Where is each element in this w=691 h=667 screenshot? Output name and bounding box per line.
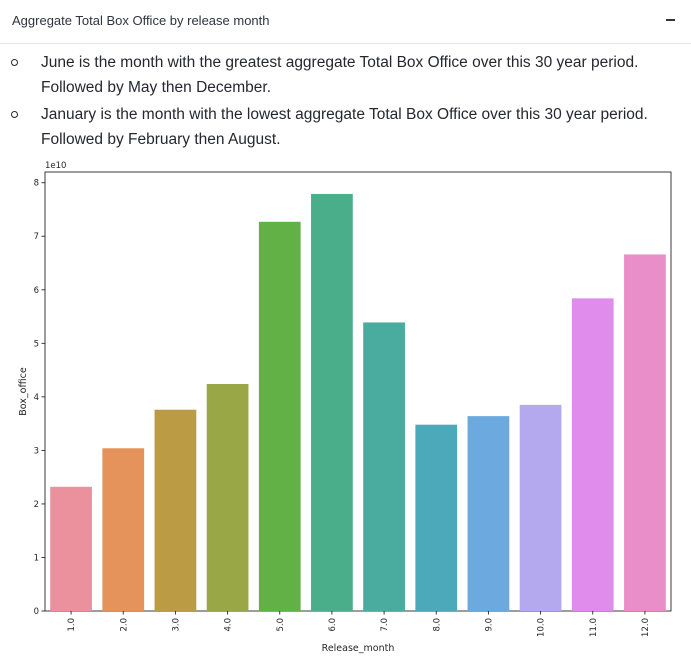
x-tick-label: 6.0 <box>328 618 338 632</box>
bar <box>519 404 562 611</box>
bar <box>102 448 145 611</box>
minus-icon[interactable] <box>661 11 679 29</box>
y-tick-label: 3 <box>34 446 39 456</box>
bar <box>415 424 458 611</box>
list-item-text: June is the month with the greatest aggr… <box>41 54 639 96</box>
y-tick-label: 8 <box>34 179 39 189</box>
x-tick-label: 1.0 <box>67 618 77 632</box>
y-offset-label: 1e10 <box>45 161 66 171</box>
y-tick-label: 1 <box>34 553 39 563</box>
y-tick-label: 5 <box>34 339 39 349</box>
x-tick-label: 2.0 <box>119 618 129 632</box>
x-tick-label: 11.0 <box>589 618 599 637</box>
x-axis-label: Release_month <box>322 643 395 654</box>
bar <box>624 254 666 611</box>
bullet-circle-icon <box>11 111 18 118</box>
y-axis-label: Box_office <box>18 367 29 416</box>
x-tick-label: 7.0 <box>380 618 390 632</box>
bar <box>206 384 249 611</box>
x-tick-label: 4.0 <box>224 618 234 632</box>
y-tick-label: 0 <box>34 607 39 617</box>
bar <box>311 193 353 611</box>
x-tick-label: 9.0 <box>484 618 494 632</box>
y-tick-label: 4 <box>34 393 39 403</box>
x-tick-label: 12.0 <box>641 618 651 637</box>
bar <box>363 322 405 611</box>
y-tick-label: 2 <box>34 500 39 510</box>
bar <box>154 409 197 611</box>
plot-frame <box>44 171 672 612</box>
bar <box>467 416 510 611</box>
list-item-text: January is the month with the lowest agg… <box>41 106 648 148</box>
box-office-bar-chart: 1e10 0 1 2 3 4 5 6 7 8 1.0 2.0 3.0 4.0 5.0 6.0 7.0 8.0 9.0… <box>0 157 691 667</box>
x-tick-label: 8.0 <box>432 618 442 632</box>
x-tick-label: 3.0 <box>171 618 181 632</box>
expander-header[interactable]: Aggregate Total Box Office by release mo… <box>0 0 691 44</box>
bullet-circle-icon <box>11 59 18 66</box>
y-tick-label: 6 <box>34 286 39 296</box>
x-tick-label: 5.0 <box>276 618 286 632</box>
bar <box>571 298 614 611</box>
chart-svg: 1e10 0 1 2 3 4 5 6 7 8 1.0 2.0 3.0 4.0 5.0 6.0 7.0 8.0 9.0… <box>18 161 672 654</box>
y-tick-label: 7 <box>34 232 39 242</box>
bar <box>50 486 92 611</box>
expander-title: Aggregate Total Box Office by release mo… <box>12 13 270 28</box>
x-tick-label: 10.0 <box>537 618 547 637</box>
bar <box>258 221 301 611</box>
